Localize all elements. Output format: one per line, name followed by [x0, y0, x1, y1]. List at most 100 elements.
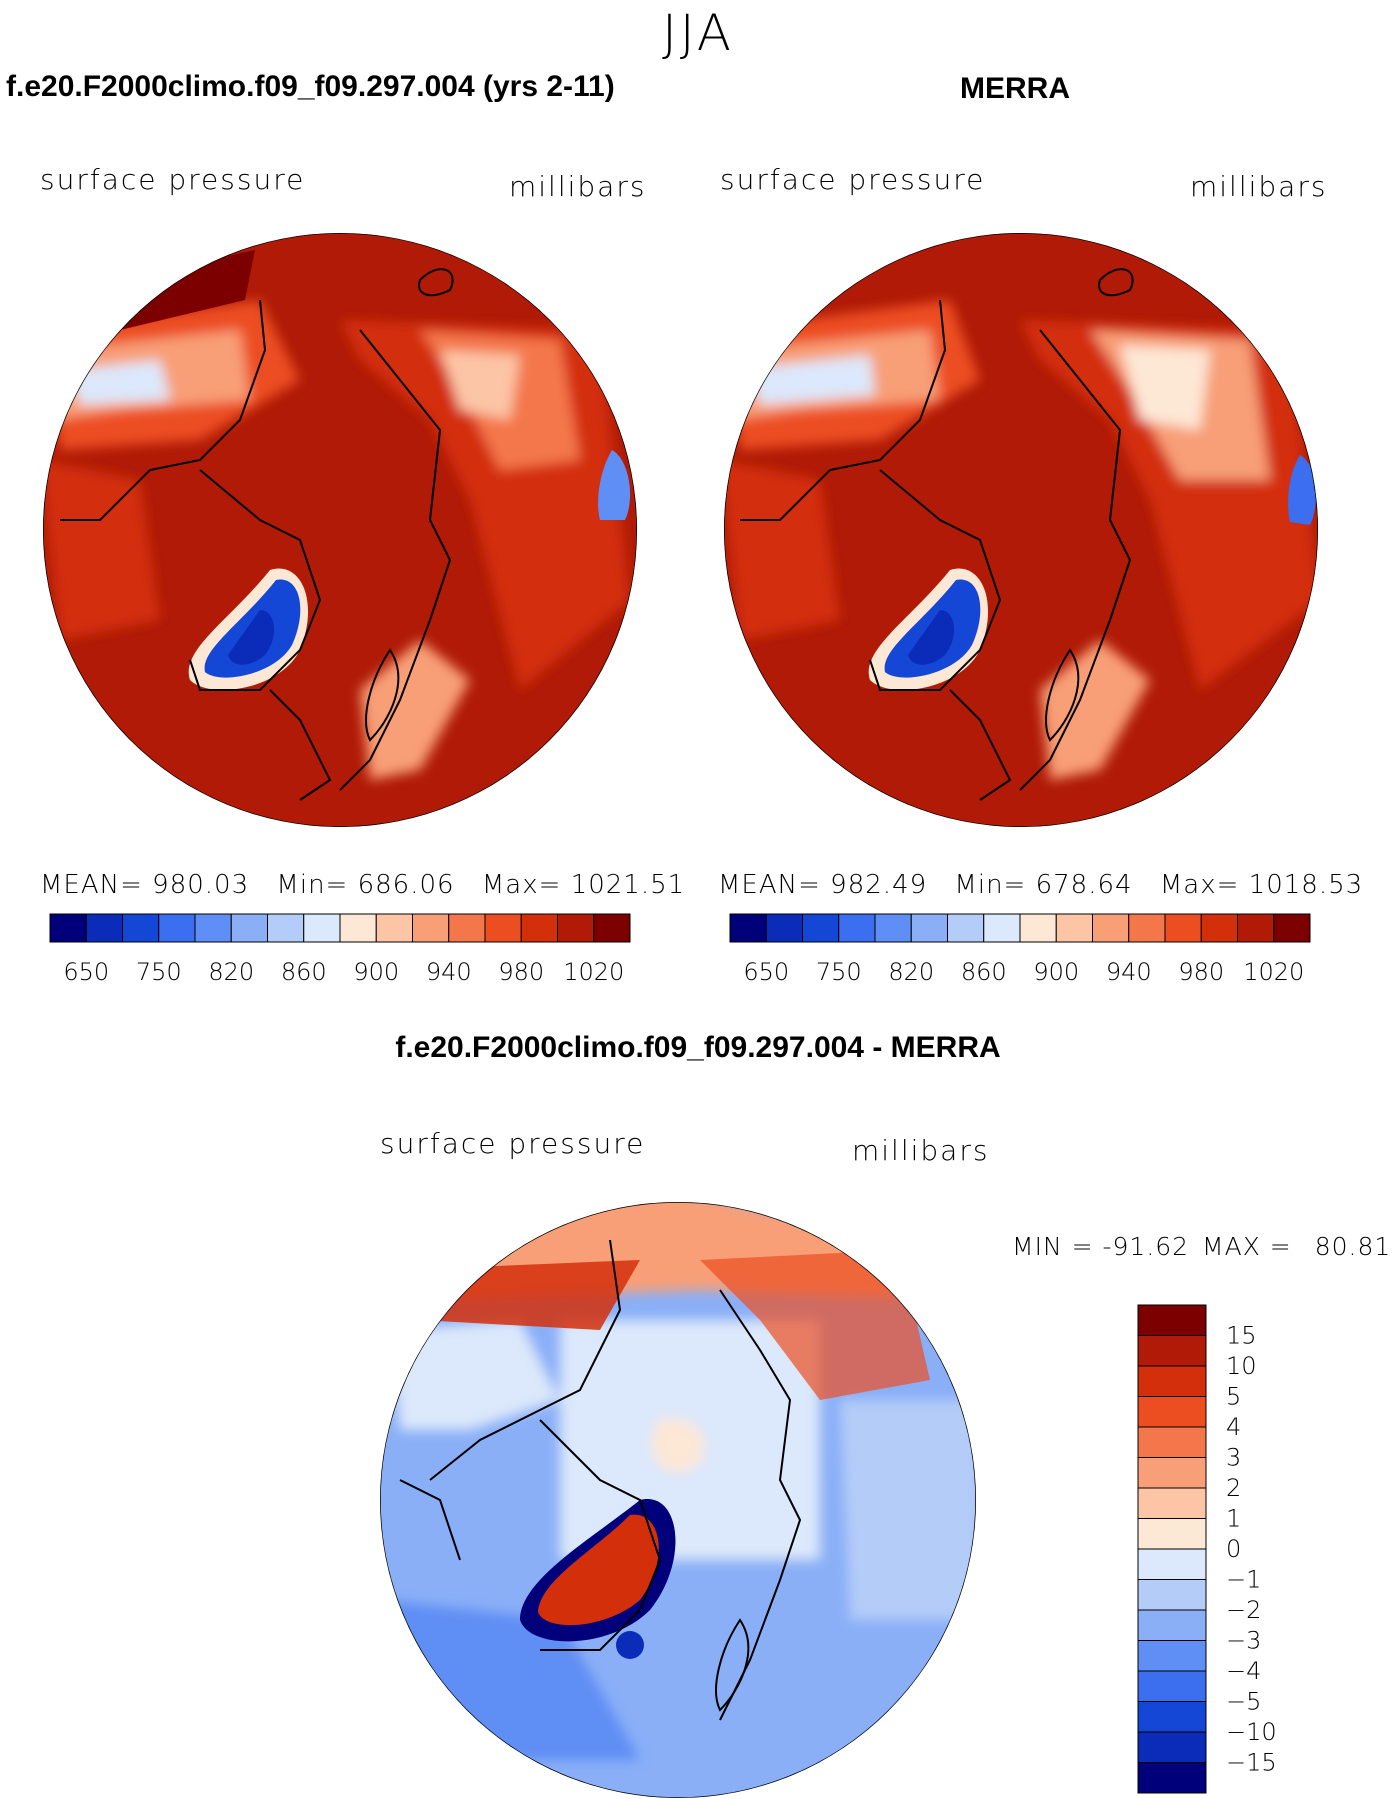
right-colorbar: 650 750 820 860 900 940 980 1020	[729, 913, 1311, 986]
diff-colorbar-swatch	[1137, 1304, 1207, 1336]
diff-colorbar-tick-label: −5	[1226, 1688, 1261, 1716]
left-polar-map	[43, 233, 637, 827]
right-min-label: Min=	[954, 870, 1027, 900]
right-colorbar-swatch	[1237, 913, 1275, 943]
diff-colorbar-tick-label: −3	[1226, 1627, 1261, 1655]
left-min-label: Min=	[276, 870, 349, 900]
left-colorbar-swatch	[557, 913, 595, 943]
right-colorbar-swatch	[1055, 913, 1093, 943]
left-panel-title: f.e20.F2000climo.f09_f09.297.004 (yrs 2-…	[6, 70, 615, 103]
right-colorbar-swatch	[729, 913, 767, 943]
left-colorbar-swatch	[412, 913, 450, 943]
right-colorbar-swatch	[1200, 913, 1238, 943]
left-colorbar-swatch	[303, 913, 341, 943]
diff-colorbar-tick-label: 5	[1226, 1383, 1241, 1411]
right-colorbar-swatch	[910, 913, 948, 943]
left-max-label: Max=	[481, 870, 562, 900]
diff-colorbar-tick-label: 15	[1226, 1322, 1257, 1350]
right-colorbar-swatch	[874, 913, 912, 943]
diff-colorbar-swatch	[1137, 1365, 1207, 1397]
diff-colorbar-tick-label: −10	[1226, 1718, 1277, 1746]
diff-colorbar-tick-label: −4	[1226, 1657, 1261, 1685]
diff-colorbar-tick-label: 4	[1226, 1413, 1241, 1441]
season-title: JJA	[662, 4, 734, 62]
diff-variable-label: surface pressure	[380, 1127, 646, 1160]
left-colorbar-tick-label: 650	[63, 958, 109, 986]
right-colorbar-tick-label: 820	[888, 958, 934, 986]
left-colorbar-swatch	[158, 913, 196, 943]
left-units-label: millibars	[509, 170, 647, 203]
left-min-value: 686.06	[357, 870, 455, 900]
left-colorbar-tick-label: 860	[281, 958, 327, 986]
right-colorbar-tick-label: 980	[1178, 958, 1224, 986]
right-colorbar-swatch	[1128, 913, 1166, 943]
left-colorbar-swatch	[448, 913, 486, 943]
diff-colorbar-swatch	[1137, 1670, 1207, 1702]
left-colorbar-swatch	[194, 913, 232, 943]
diff-colorbar-tick-label: 2	[1226, 1474, 1241, 1502]
left-colorbar-swatch	[85, 913, 123, 943]
diff-max-value: 80.81	[1314, 1232, 1392, 1261]
diff-colorbar-swatch	[1137, 1701, 1207, 1733]
right-colorbar-swatch	[1092, 913, 1130, 943]
diff-colorbar-tick-label: −2	[1226, 1596, 1261, 1624]
left-colorbar-swatch	[49, 913, 87, 943]
diff-colorbar-tick-label: 1	[1226, 1505, 1241, 1533]
right-colorbar-swatch	[765, 913, 803, 943]
right-polar-map	[724, 233, 1318, 827]
diff-colorbar-tick-label: −15	[1226, 1749, 1277, 1777]
diff-units-label: millibars	[852, 1134, 990, 1167]
diff-colorbar-swatch	[1137, 1579, 1207, 1611]
right-max-label: Max=	[1159, 870, 1240, 900]
difference-panel-title: f.e20.F2000climo.f09_f09.297.004 - MERRA	[395, 1031, 1001, 1064]
diff-colorbar-tick-label: −1	[1226, 1566, 1261, 1594]
right-stats: MEAN= 982.49 Min= 678.64 Max= 1018.53	[718, 870, 1363, 900]
left-stats: MEAN= 980.03 Min= 686.06 Max= 1021.51	[40, 870, 685, 900]
diff-max-label: MAX =	[1202, 1232, 1292, 1261]
right-colorbar-swatch	[1164, 913, 1202, 943]
right-colorbar-tick-label: 900	[1033, 958, 1079, 986]
left-variable-label: surface pressure	[40, 163, 306, 196]
left-colorbar-swatch	[520, 913, 558, 943]
right-colorbar-swatch	[1273, 913, 1311, 943]
right-colorbar-tick-label: 940	[1106, 958, 1152, 986]
diff-colorbar-tick-label: 0	[1226, 1535, 1241, 1563]
left-colorbar-swatch	[230, 913, 268, 943]
right-colorbar-swatch	[1019, 913, 1057, 943]
left-colorbar-tick-label: 940	[426, 958, 472, 986]
left-colorbar: 650 750 820 860 900 940 980 1020	[49, 913, 631, 986]
diff-min-value: -91.62	[1102, 1232, 1190, 1261]
left-colorbar-tick-label: 980	[498, 958, 544, 986]
left-colorbar-tick-label: 900	[353, 958, 399, 986]
right-colorbar-tick-label: 1020	[1243, 958, 1304, 986]
right-colorbar-swatch	[947, 913, 985, 943]
diff-colorbar-swatch	[1137, 1396, 1207, 1428]
left-colorbar-swatch	[339, 913, 377, 943]
left-colorbar-tick-label: 820	[208, 958, 254, 986]
left-mean-label: MEAN=	[40, 870, 143, 900]
right-colorbar-swatch	[838, 913, 876, 943]
left-colorbar-swatch	[593, 913, 631, 943]
left-colorbar-swatch	[122, 913, 160, 943]
diff-min-label: MIN =	[1012, 1232, 1094, 1261]
diff-colorbar-tick-label: 3	[1226, 1444, 1241, 1472]
diff-colorbar-swatch	[1137, 1518, 1207, 1550]
diff-colorbar-swatch	[1137, 1426, 1207, 1458]
diff-colorbar-swatch	[1137, 1640, 1207, 1672]
diff-colorbar-tick-label: 10	[1226, 1352, 1257, 1380]
left-colorbar-swatch	[484, 913, 522, 943]
diff-colorbar-swatch	[1137, 1762, 1207, 1794]
right-colorbar-swatch	[983, 913, 1021, 943]
right-mean-label: MEAN=	[718, 870, 821, 900]
left-mean-value: 980.03	[152, 870, 250, 900]
diff-colorbar-swatch	[1137, 1731, 1207, 1763]
right-colorbar-swatch	[802, 913, 840, 943]
diff-colorbar-swatch	[1137, 1335, 1207, 1367]
left-colorbar-swatch	[375, 913, 413, 943]
left-max-value: 1021.51	[570, 870, 686, 900]
left-colorbar-tick-label: 1020	[563, 958, 624, 986]
left-colorbar-tick-label: 750	[136, 958, 182, 986]
right-colorbar-tick-label: 750	[816, 958, 862, 986]
